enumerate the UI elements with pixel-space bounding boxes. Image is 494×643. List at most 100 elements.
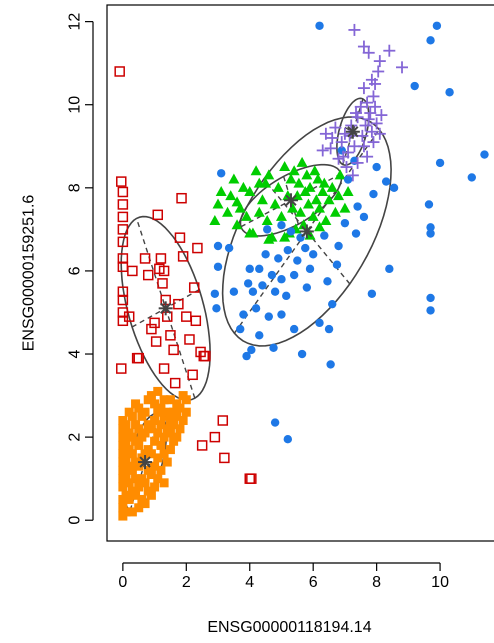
data-point xyxy=(169,420,179,430)
data-point xyxy=(173,298,184,310)
data-point xyxy=(172,411,182,421)
data-point xyxy=(264,312,273,321)
series-filled-square xyxy=(118,386,191,521)
data-point xyxy=(332,260,342,269)
data-point xyxy=(350,107,363,120)
data-point xyxy=(245,264,254,274)
data-point xyxy=(367,136,380,149)
data-point xyxy=(209,431,221,443)
plot-frame xyxy=(106,4,494,542)
data-point xyxy=(224,243,234,253)
data-point xyxy=(255,331,264,340)
data-point xyxy=(146,424,156,434)
data-point xyxy=(381,177,391,186)
data-point xyxy=(359,119,372,132)
data-point xyxy=(127,465,137,475)
x-axis-label: ENSG00000118194.14 xyxy=(207,619,371,636)
data-point xyxy=(274,254,283,263)
data-point xyxy=(316,144,329,157)
data-point xyxy=(283,245,293,255)
data-point xyxy=(432,21,442,30)
data-point xyxy=(215,185,227,196)
data-point xyxy=(353,202,362,211)
cluster-center-marker xyxy=(158,301,173,316)
data-point xyxy=(244,227,256,238)
data-point xyxy=(117,236,129,248)
data-point xyxy=(424,200,434,209)
data-point xyxy=(307,210,319,221)
data-point xyxy=(261,250,270,259)
data-point xyxy=(354,100,367,113)
data-point xyxy=(116,363,127,374)
data-point xyxy=(302,283,312,292)
data-point xyxy=(156,465,166,475)
data-point xyxy=(323,194,335,205)
data-point xyxy=(213,241,223,251)
data-point xyxy=(285,173,297,184)
data-point xyxy=(339,202,351,213)
data-point xyxy=(326,181,338,192)
data-point xyxy=(121,420,131,430)
data-point xyxy=(159,432,169,442)
data-point xyxy=(251,304,261,313)
data-point xyxy=(127,507,137,517)
data-point xyxy=(216,169,226,178)
data-point xyxy=(246,473,257,484)
cluster-center-stroke xyxy=(160,302,172,314)
data-point xyxy=(256,194,268,205)
data-point xyxy=(150,336,162,347)
data-point xyxy=(361,96,374,109)
data-point xyxy=(127,449,137,459)
y-tick-label: 6 xyxy=(67,266,84,275)
x-tick-label: 10 xyxy=(431,574,449,591)
data-point xyxy=(348,23,361,36)
data-point xyxy=(323,277,332,286)
cluster-center-stroke xyxy=(301,225,313,238)
data-point xyxy=(370,117,383,130)
data-point xyxy=(301,243,310,253)
cluster-centers xyxy=(138,124,360,470)
data-point xyxy=(293,256,302,265)
data-point xyxy=(277,310,286,319)
data-point xyxy=(375,109,388,122)
data-point xyxy=(335,136,348,149)
data-point xyxy=(159,478,169,488)
series-plus xyxy=(316,23,409,182)
data-point xyxy=(262,225,272,234)
data-point xyxy=(272,181,284,192)
data-point xyxy=(287,202,299,213)
data-point xyxy=(153,386,163,396)
data-point xyxy=(124,494,134,504)
data-point xyxy=(270,418,280,427)
data-point xyxy=(367,289,377,298)
data-point xyxy=(242,351,251,361)
series-open-square xyxy=(114,66,257,484)
data-point xyxy=(250,165,262,176)
data-point xyxy=(239,310,248,319)
cluster-center-marker xyxy=(283,193,298,208)
data-point xyxy=(121,470,131,480)
data-point xyxy=(209,215,221,226)
data-point xyxy=(116,176,127,187)
data-point xyxy=(372,65,385,78)
data-point xyxy=(324,142,337,155)
data-point xyxy=(373,55,386,68)
data-point xyxy=(247,345,256,355)
data-point xyxy=(146,470,156,480)
data-point xyxy=(196,440,208,451)
data-point xyxy=(165,428,175,438)
data-point xyxy=(277,275,286,284)
data-point xyxy=(146,449,156,459)
y-tick-label: 12 xyxy=(67,13,84,31)
data-point xyxy=(168,344,179,356)
data-point xyxy=(255,264,264,274)
data-point xyxy=(244,185,256,196)
data-point xyxy=(237,181,249,192)
data-point xyxy=(156,420,166,430)
data-point xyxy=(231,219,243,230)
data-point xyxy=(372,162,381,172)
data-point xyxy=(308,250,318,259)
data-point xyxy=(320,231,329,240)
data-point xyxy=(121,436,131,446)
data-point xyxy=(153,474,163,484)
